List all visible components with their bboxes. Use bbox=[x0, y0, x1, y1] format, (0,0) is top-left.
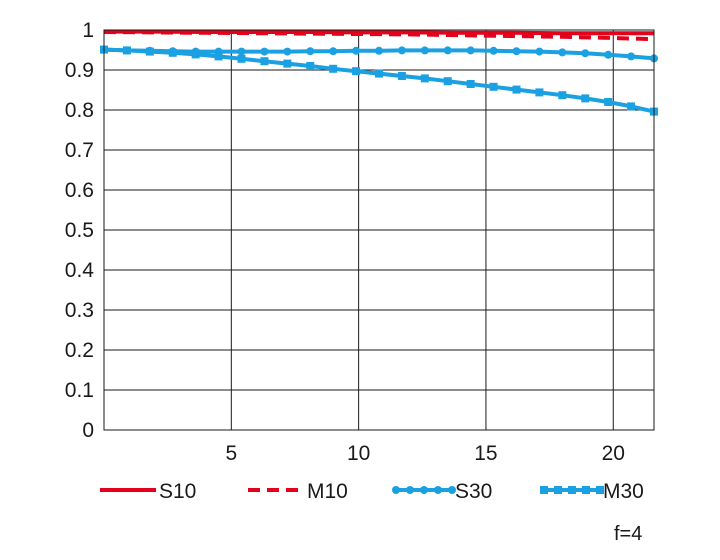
legend-marker bbox=[540, 486, 548, 494]
data-point-s30 bbox=[466, 46, 475, 55]
legend-label: M30 bbox=[603, 480, 644, 503]
y-tick-label: 0.1 bbox=[65, 379, 94, 402]
data-point-m30 bbox=[558, 91, 567, 100]
data-point-m30 bbox=[145, 47, 154, 56]
data-point-s30 bbox=[260, 47, 269, 56]
data-point-m30 bbox=[397, 72, 406, 80]
data-point-m30 bbox=[581, 94, 590, 103]
series-line-m10 bbox=[103, 30, 655, 42]
legend-label: S10 bbox=[159, 480, 196, 503]
data-point-s30 bbox=[443, 46, 452, 55]
data-point-s30 bbox=[397, 46, 406, 55]
y-tick-label: 0.2 bbox=[65, 339, 94, 362]
legend-marker bbox=[596, 486, 604, 494]
x-tick-label: 15 bbox=[474, 442, 497, 465]
data-point-s30 bbox=[604, 50, 613, 59]
data-point-m30 bbox=[260, 57, 269, 66]
y-tick-label: 0.5 bbox=[65, 219, 94, 242]
legend-marker bbox=[406, 486, 414, 494]
y-tick-label: 0.7 bbox=[65, 139, 94, 162]
data-point-m30 bbox=[214, 52, 223, 61]
grid bbox=[104, 29, 654, 431]
data-point-s30 bbox=[420, 46, 429, 55]
data-point-s30 bbox=[237, 47, 246, 56]
data-point-m30 bbox=[443, 77, 452, 86]
y-tick-label: 0.3 bbox=[65, 299, 94, 322]
data-point-s30 bbox=[329, 47, 338, 56]
aperture-note: f=4 bbox=[614, 523, 642, 545]
y-tick-label: 0 bbox=[82, 419, 94, 442]
legend-marker bbox=[392, 486, 400, 494]
data-point-m30 bbox=[191, 50, 200, 59]
legend-item-m30: M30 bbox=[540, 480, 644, 503]
legend-label: M10 bbox=[307, 480, 348, 503]
data-point-s30 bbox=[352, 46, 361, 55]
data-point-s30 bbox=[489, 46, 498, 55]
data-point-m30 bbox=[168, 48, 177, 57]
x-tick-label: 20 bbox=[602, 442, 625, 465]
series-line-s10 bbox=[104, 29, 654, 36]
data-point-s30 bbox=[558, 48, 567, 57]
data-point-m30 bbox=[420, 74, 429, 83]
legend-item-s30: S30 bbox=[392, 480, 492, 503]
legend-item-m10: M10 bbox=[248, 480, 348, 503]
legend: S10 M10 S30 M30 bbox=[100, 480, 644, 503]
data-point-m30 bbox=[283, 59, 292, 68]
data-point-s30 bbox=[283, 47, 292, 56]
legend-marker bbox=[554, 486, 562, 494]
legend-marker bbox=[434, 486, 442, 494]
data-point-m30 bbox=[329, 64, 338, 73]
legend-item-s10: S10 bbox=[100, 480, 196, 503]
data-point-s30 bbox=[535, 47, 544, 56]
x-tick-label: 5 bbox=[225, 442, 237, 465]
legend-marker bbox=[420, 486, 428, 494]
data-point-m30 bbox=[535, 88, 544, 97]
x-tick-labels: 5 10 15 20 bbox=[225, 442, 624, 465]
y-tick-label: 0.8 bbox=[65, 99, 94, 122]
y-tick-label: 0.4 bbox=[65, 259, 95, 282]
data-point-s30 bbox=[581, 49, 590, 58]
data-point-m30 bbox=[512, 85, 521, 94]
data-point-m30 bbox=[306, 62, 315, 70]
markers-layer bbox=[100, 45, 658, 116]
data-point-m30 bbox=[466, 80, 475, 88]
data-point-m30 bbox=[122, 46, 131, 55]
data-point-s30 bbox=[375, 46, 383, 55]
y-tick-label: 0.9 bbox=[65, 59, 94, 82]
data-point-s30 bbox=[512, 47, 521, 56]
y-tick-label: 1 bbox=[82, 19, 94, 42]
data-point-s30 bbox=[627, 52, 636, 61]
x-tick-label: 10 bbox=[347, 442, 370, 465]
series-line-m30 bbox=[103, 47, 655, 114]
legend-label: S30 bbox=[455, 480, 492, 503]
data-point-m30 bbox=[375, 69, 383, 78]
data-point-s30 bbox=[306, 47, 315, 56]
legend-marker bbox=[582, 486, 590, 494]
data-point-m30 bbox=[604, 98, 613, 106]
y-tick-labels: 0 0.1 0.2 0.3 0.4 0.5 0.6 0.7 0.8 0.9 1 bbox=[65, 19, 95, 442]
plot-frame bbox=[103, 29, 655, 431]
data-point-m30 bbox=[489, 82, 498, 91]
y-tick-label: 0.6 bbox=[65, 179, 94, 202]
legend-marker bbox=[448, 486, 456, 494]
data-point-m30 bbox=[237, 54, 246, 63]
legend-marker bbox=[568, 486, 576, 494]
data-point-m30 bbox=[352, 67, 361, 76]
data-point-m30 bbox=[627, 102, 636, 111]
